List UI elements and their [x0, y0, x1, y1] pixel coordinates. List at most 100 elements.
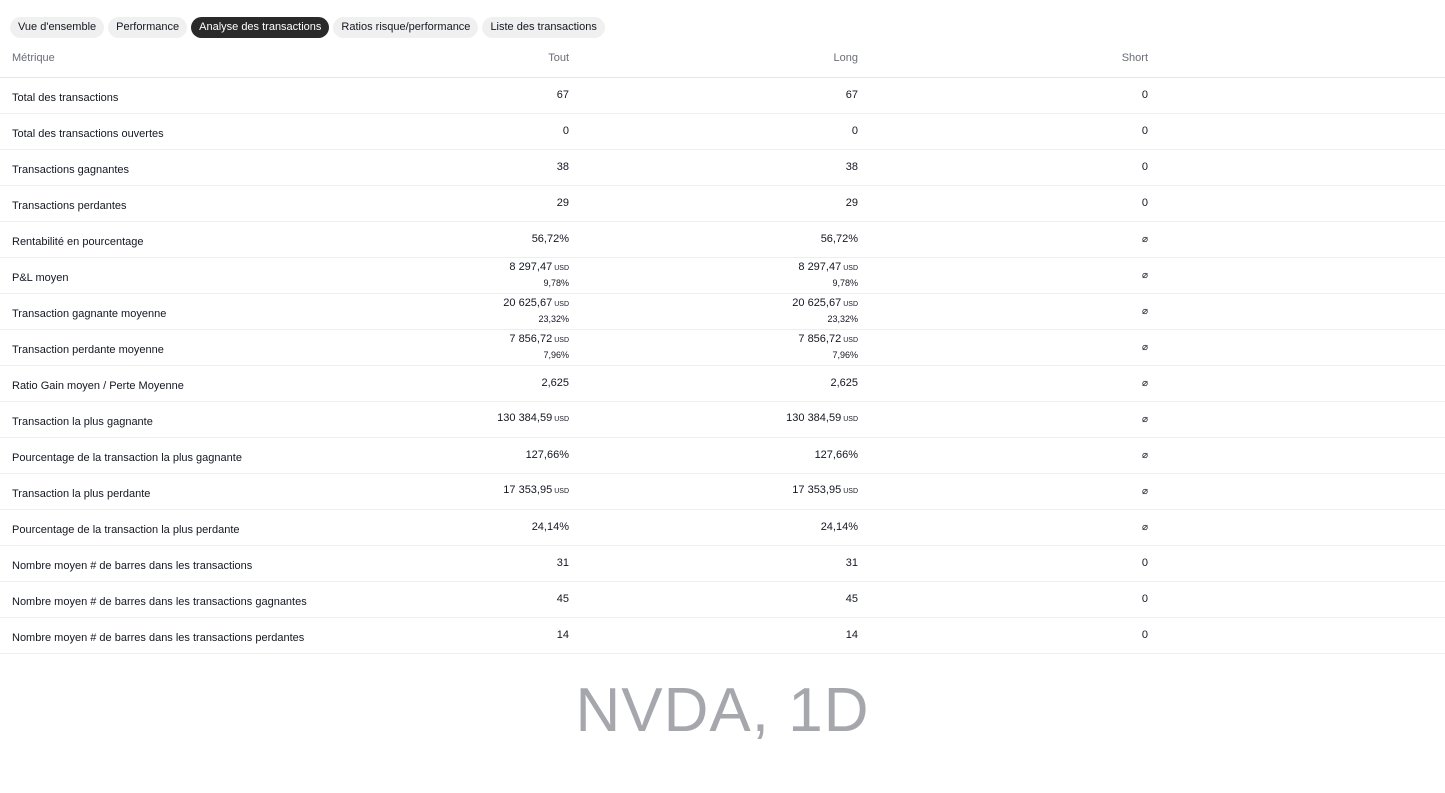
cell-long: 8 297,47 USD 9,78% [569, 257, 858, 294]
cell-value-line: 14 [330, 628, 569, 642]
table-row: Total des transactions 67 67 0 [0, 77, 1445, 114]
metric-cell: Pourcentage de la transaction la plus pe… [0, 509, 330, 546]
metric-label: Pourcentage de la transaction la plus pe… [12, 524, 240, 536]
cell-short: 0 [858, 545, 1148, 582]
metric-label: Nombre moyen # de barres dans les transa… [12, 632, 305, 644]
tab-analyse-des-transactions[interactable]: Analyse des transactions [191, 17, 330, 38]
cell-value-line: 67 [330, 88, 569, 102]
tab-vue-d-ensemble[interactable]: Vue d'ensemble [10, 17, 105, 38]
cell-value: ⌀ [1141, 413, 1148, 425]
cell-value: ⌀ [1141, 233, 1148, 245]
cell-all: 2,625 [330, 365, 569, 402]
cell-value: 0 [1141, 629, 1148, 641]
metric-cell: Transaction perdante moyenne [0, 329, 330, 366]
cell-value: 67 [845, 89, 858, 101]
tab-liste-des-transactions[interactable]: Liste des transactions [482, 17, 605, 38]
cell-all: 130 384,59 USD [330, 401, 569, 438]
cell-all: 8 297,47 USD 9,78% [330, 257, 569, 294]
cell-short: ⌀ [858, 257, 1148, 294]
metric-label: Ratio Gain moyen / Perte Moyenne [12, 380, 184, 392]
currency-unit: USD [843, 488, 858, 495]
cell-long: 7 856,72 USD 7,96% [569, 329, 858, 366]
cell-value: 0 [851, 125, 858, 137]
currency-unit: USD [843, 337, 858, 344]
cell-value: 0 [1141, 161, 1148, 173]
cell-value-line: 0 [330, 124, 569, 138]
cell-value: 2,625 [830, 377, 858, 389]
cell-value-line: 56,72% [330, 232, 569, 246]
metric-label: Transaction la plus perdante [12, 488, 151, 500]
table-row: Rentabilité en pourcentage 56,72% 56,72% ⌀ [0, 221, 1445, 258]
cell-value-line: ⌀ [858, 520, 1148, 535]
cell-percent: 23,32% [827, 314, 858, 324]
cell-long: 45 [569, 581, 858, 618]
metric-label: Pourcentage de la transaction la plus ga… [12, 452, 242, 464]
metric-cell: Transaction la plus perdante [0, 473, 330, 510]
cell-short: ⌀ [858, 365, 1148, 402]
cell-long: 38 [569, 149, 858, 186]
table-row: Nombre moyen # de barres dans les transa… [0, 545, 1445, 582]
column-header-short: Short [858, 40, 1148, 78]
cell-long: 56,72% [569, 221, 858, 258]
metric-label: Rentabilité en pourcentage [12, 236, 144, 248]
table-row: Nombre moyen # de barres dans les transa… [0, 617, 1445, 654]
table-row: Transaction la plus gagnante 130 384,59 US… [0, 401, 1445, 438]
cell-percent: 23,32% [538, 314, 569, 324]
cell-short: 0 [858, 185, 1148, 222]
cell-value-line: 0 [858, 160, 1148, 174]
tab-ratios-risque-performance[interactable]: Ratios risque/performance [333, 17, 479, 38]
cell-value: 38 [845, 161, 858, 173]
cell-value-line: 29 [569, 196, 858, 210]
cell-short: ⌀ [858, 437, 1148, 474]
currency-unit: USD [843, 265, 858, 272]
table-row: P&L moyen 8 297,47 USD 9,78% 8 297,47 USD 9,78… [0, 257, 1445, 294]
metric-cell: Transaction gagnante moyenne [0, 293, 330, 330]
cell-value-line: 8 297,47 USD [330, 260, 569, 276]
cell-value-line: 29 [330, 196, 569, 210]
metric-cell: Rentabilité en pourcentage [0, 221, 330, 258]
symbol-watermark: NVDA, 1D [575, 676, 870, 745]
cell-value-line: 38 [330, 160, 569, 174]
metric-label: Transactions perdantes [12, 200, 127, 212]
cell-all: 67 [330, 77, 569, 114]
cell-value: 24,14% [820, 521, 858, 533]
cell-long: 20 625,67 USD 23,32% [569, 293, 858, 330]
cell-short: 0 [858, 113, 1148, 150]
metric-cell: Pourcentage de la transaction la plus ga… [0, 437, 330, 474]
cell-short: ⌀ [858, 221, 1148, 258]
metric-label: Transaction gagnante moyenne [12, 308, 167, 320]
metric-cell: P&L moyen [0, 257, 330, 294]
cell-value-line: 14 [569, 628, 858, 642]
cell-all: 127,66% [330, 437, 569, 474]
table-row: Pourcentage de la transaction la plus pe… [0, 509, 1445, 546]
cell-short: 0 [858, 77, 1148, 114]
cell-value-line: 130 384,59 USD [330, 411, 569, 427]
cell-value: 0 [562, 125, 569, 137]
cell-value: 7 856,72 [798, 333, 842, 345]
cell-value: ⌀ [1141, 377, 1148, 389]
table-row: Nombre moyen # de barres dans les transa… [0, 581, 1445, 618]
tab-performance[interactable]: Performance [108, 17, 188, 38]
cell-value-line: 7 856,72 USD [569, 332, 858, 348]
cell-value: 0 [1141, 125, 1148, 137]
cell-long: 29 [569, 185, 858, 222]
cell-value-line: 127,66% [569, 448, 858, 462]
table-row: Transaction gagnante moyenne 20 625,67 USD… [0, 293, 1445, 330]
cell-value: 31 [845, 557, 858, 569]
metric-cell: Transactions perdantes [0, 185, 330, 222]
metric-cell: Nombre moyen # de barres dans les transa… [0, 545, 330, 582]
currency-unit: USD [554, 265, 569, 272]
table-row: Total des transactions ouvertes 0 0 0 [0, 113, 1445, 150]
cell-value-line: ⌀ [858, 448, 1148, 463]
cell-short: ⌀ [858, 329, 1148, 366]
cell-value: 127,66% [814, 449, 858, 461]
cell-all: 14 [330, 617, 569, 654]
metric-cell: Transactions gagnantes [0, 149, 330, 186]
cell-value-line: 17 353,95 USD [569, 483, 858, 499]
cell-long: 67 [569, 77, 858, 114]
metric-cell: Total des transactions ouvertes [0, 113, 330, 150]
table-row: Transactions gagnantes 38 38 0 [0, 149, 1445, 186]
cell-long: 127,66% [569, 437, 858, 474]
cell-short: ⌀ [858, 401, 1148, 438]
cell-value-line: ⌀ [858, 304, 1148, 319]
